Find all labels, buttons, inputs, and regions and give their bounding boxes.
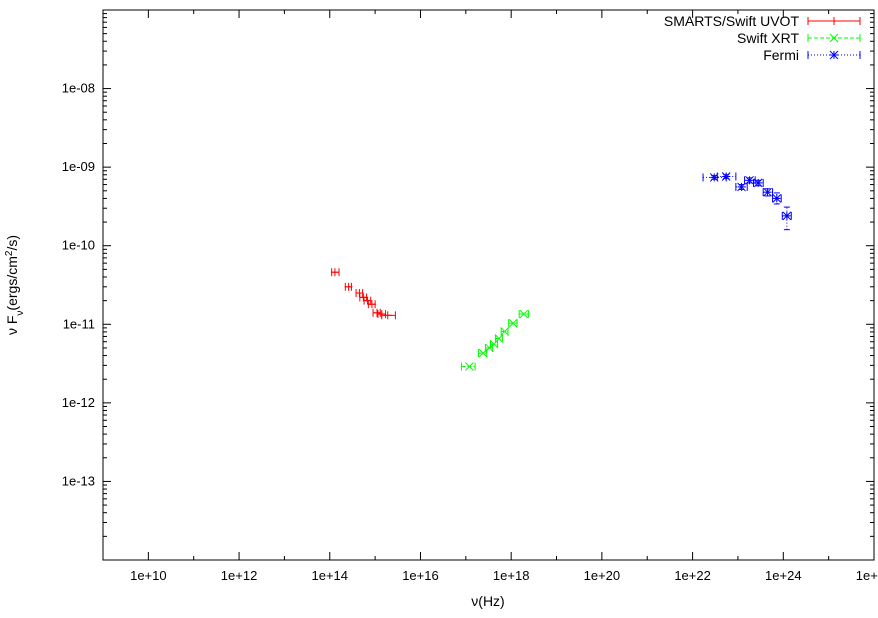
data-point xyxy=(519,309,529,319)
legend-marker xyxy=(829,33,839,43)
y-axis-title-subscript: ν xyxy=(15,311,26,316)
y-tick-label: 1e-11 xyxy=(63,316,95,331)
y-tick-label: 1e-10 xyxy=(62,238,95,253)
data-point xyxy=(721,172,731,181)
data-series xyxy=(330,172,792,371)
series-0 xyxy=(330,268,396,320)
data-point xyxy=(782,211,792,221)
x-tick-label: 1e+20 xyxy=(584,568,621,583)
x-tick-label: 1e+12 xyxy=(221,568,258,583)
x-tick-label: 1e+26 xyxy=(856,568,878,583)
y-axis-title-units: (ergs/cm xyxy=(4,256,20,310)
y-axis-title-superscript: 2 xyxy=(4,250,15,256)
y-tick-label: 1e-12 xyxy=(62,395,95,410)
series-1 xyxy=(460,309,529,371)
legend-label: Fermi xyxy=(763,47,799,63)
legend-label: SMARTS/Swift UVOT xyxy=(664,13,800,29)
y-tick-label: 1e-13 xyxy=(62,473,95,488)
data-point xyxy=(465,362,474,371)
x-tick-label: 1e+22 xyxy=(674,568,711,583)
y-axis-title-units-tail: /s) xyxy=(4,235,20,251)
y-tick-label: 1e-09 xyxy=(62,159,95,174)
x-tick-label: 1e+10 xyxy=(130,568,167,583)
x-tick-label: 1e+24 xyxy=(765,568,802,583)
x-axis-title: ν(Hz) xyxy=(471,593,504,609)
data-point xyxy=(500,327,510,336)
series-2 xyxy=(702,172,792,231)
x-tick-label: 1e+16 xyxy=(402,568,439,583)
plot-frame xyxy=(102,9,875,561)
data-point xyxy=(508,318,518,328)
legend-label: Swift XRT xyxy=(737,30,799,46)
data-point xyxy=(753,178,763,188)
y-axis-title: ν Fν(ergs/cm2/s) xyxy=(4,235,26,335)
data-point xyxy=(772,194,782,203)
data-point xyxy=(494,334,504,343)
axis-ticks: 1e+10 1e+12 1e+14 1e+16 1e+18 1e+20 1e+22 1e+24… xyxy=(62,10,878,583)
x-tick-label: 1e+14 xyxy=(312,568,349,583)
y-axis-title-main: ν F xyxy=(4,316,20,335)
data-point xyxy=(745,175,754,185)
data-point xyxy=(763,187,772,197)
y-tick-label: 1e-08 xyxy=(62,81,95,96)
x-tick-label: 1e+18 xyxy=(493,568,530,583)
data-point xyxy=(484,343,494,353)
legend-marker xyxy=(829,50,839,60)
